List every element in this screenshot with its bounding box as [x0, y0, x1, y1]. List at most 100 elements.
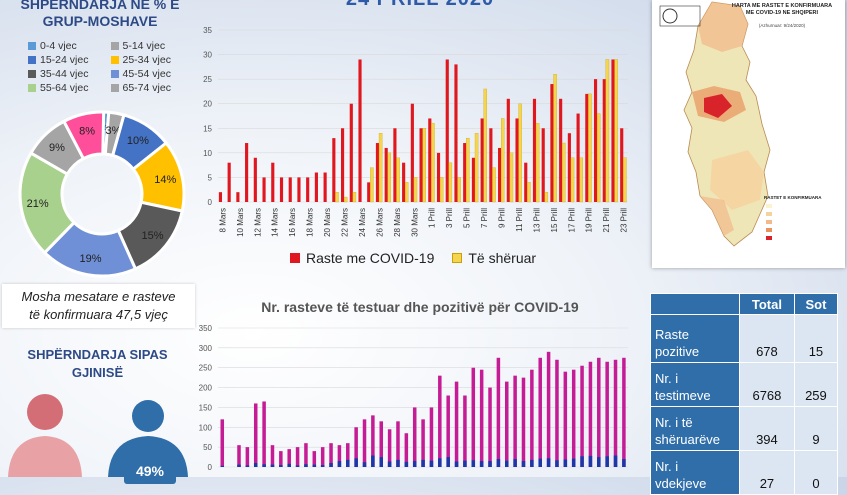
age-legend-label: 65-74 vjec: [122, 82, 171, 94]
bar-covid: [550, 84, 554, 202]
bar-covid: [532, 98, 537, 202]
bar-covid: [480, 118, 484, 202]
bar-recovered: [596, 113, 601, 203]
bar-recovered: [387, 152, 392, 203]
bar-recovered: [527, 182, 531, 203]
bar-tested: [505, 381, 509, 467]
map-legend-swatch: [766, 228, 772, 232]
age-legend-item: 45-54 vjec: [110, 68, 194, 80]
gender-title-line2: GJINISË: [71, 365, 124, 380]
bar-positive: [538, 458, 542, 467]
legend-item-covid: Raste me COVID-19: [290, 250, 434, 266]
bar-positive: [580, 456, 584, 467]
bar-recovered: [605, 59, 610, 203]
map-title: HARTA ME RASTET E KONFIRMUARA ME COVID-1…: [722, 3, 842, 16]
x-tick-label: 17 Prill: [567, 208, 576, 233]
bar-positive: [262, 464, 266, 467]
bar-tested: [622, 357, 626, 467]
bar-positive: [312, 464, 317, 467]
bar-recovered: [501, 118, 505, 203]
bar-positive: [571, 458, 576, 467]
bar-recovered: [466, 137, 470, 203]
bar-positive: [546, 458, 551, 467]
map-legend-swatch: [766, 212, 772, 216]
legend-swatch-recovered: [452, 253, 463, 263]
x-tick-label: 18 Mars: [306, 208, 315, 237]
bar-covid: [602, 79, 606, 202]
daily-chart-legend: Raste me COVID-19 Të shëruar: [290, 250, 536, 266]
legend-label-covid: Raste me COVID-19: [306, 250, 435, 266]
bar-tested: [563, 371, 568, 467]
bar-covid: [262, 177, 266, 202]
bar-positive: [454, 461, 459, 467]
y-tick-label: 30: [203, 51, 212, 60]
male-figure-head: [132, 400, 164, 432]
bar-covid: [445, 59, 449, 202]
bar-tested: [546, 351, 551, 467]
average-age-line2: të konfirmuara 47,5 vjeç: [29, 307, 168, 322]
bar-tested: [429, 407, 434, 467]
bar-covid: [297, 177, 301, 202]
report-date-title: 24 PRILL 2020: [290, 0, 550, 11]
bar-positive: [279, 465, 283, 467]
x-tick-label: 20 Mars: [323, 208, 332, 237]
age-legend-label: 15-24 vjec: [40, 54, 89, 66]
bar-covid: [620, 128, 624, 202]
bar-positive: [613, 455, 618, 467]
age-legend-item: 65-74 vjec: [110, 82, 194, 94]
legend-swatch-covid: [290, 253, 300, 263]
x-tick-label: 24 Mars: [358, 208, 367, 237]
bar-recovered: [370, 167, 374, 203]
bar-tested: [438, 375, 442, 467]
bar-covid: [576, 113, 580, 202]
stats-total: 678: [739, 314, 795, 363]
stats-row-tests: Nr. i testimeve 6768 259: [650, 362, 839, 407]
bar-tested: [304, 443, 308, 467]
bar-covid: [375, 143, 380, 202]
gender-title-line1: SHPËRNDARJA SIPAS: [27, 347, 168, 362]
x-tick-label: 15 Prill: [550, 208, 559, 233]
bar-tested: [521, 377, 526, 467]
bar-covid: [471, 157, 475, 202]
map-card: HARTA ME RASTET E KONFIRMUARA ME COVID-1…: [652, 0, 845, 268]
bar-recovered: [492, 167, 496, 203]
age-legend-item: 35-44 vjec: [28, 68, 111, 80]
bar-tested: [379, 421, 384, 467]
y-tick-label: 15: [203, 124, 212, 133]
bar-tested: [454, 381, 459, 467]
x-tick-label: 7 Prill: [480, 208, 489, 228]
bar-positive: [295, 465, 300, 467]
bar-positive: [588, 455, 593, 467]
bar-positive: [446, 457, 450, 467]
bar-covid: [314, 172, 318, 202]
bar-covid: [341, 128, 345, 202]
x-tick-label: 22 Mars: [340, 208, 349, 237]
bar-recovered: [405, 182, 409, 203]
donut-slice-label: 9%: [49, 142, 65, 154]
y-tick-label: 20: [203, 100, 212, 109]
bar-tested: [295, 447, 300, 467]
bar-covid: [593, 79, 598, 202]
bar-recovered: [588, 93, 592, 203]
stats-label-line2: testimeve: [655, 388, 711, 403]
bar-recovered: [623, 157, 627, 203]
daily-cases-chart: 0 5 10 15 20 25 30 35 8 Mars 10 Mars 12 Mars 14 Mar…: [203, 26, 629, 237]
bar-positive: [329, 463, 333, 467]
bar-covid: [419, 128, 423, 202]
map-region-southwest: [700, 196, 734, 236]
bar-tested: [396, 421, 400, 467]
bar-recovered: [518, 103, 522, 203]
bar-tested: [253, 403, 258, 467]
age-legend-item: 15-24 vjec: [28, 54, 111, 66]
donut-slice-label: 8%: [79, 126, 95, 138]
bar-recovered: [614, 59, 618, 203]
bar-recovered: [352, 192, 357, 203]
bar-tested: [488, 387, 492, 467]
stats-sot: 259: [793, 362, 839, 407]
bar-positive: [371, 455, 375, 467]
bar-positive: [421, 459, 425, 467]
bar-recovered: [579, 157, 583, 203]
bar-recovered: [474, 133, 479, 203]
x-tick-label: 19 Prill: [585, 208, 594, 233]
x-tick-label: 13 Prill: [532, 208, 541, 233]
